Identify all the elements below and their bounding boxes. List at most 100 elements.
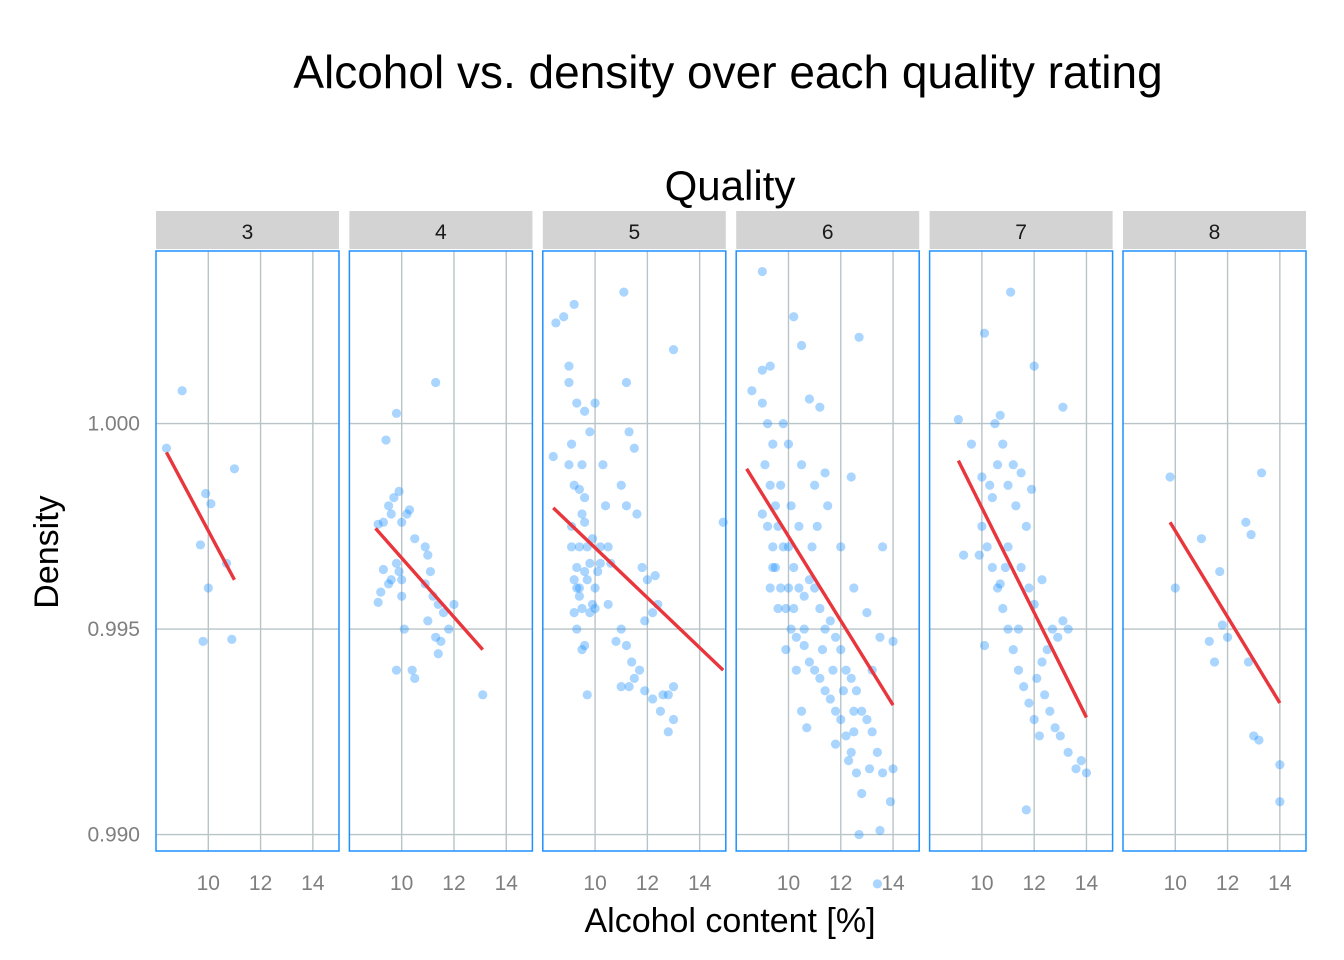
scatter-point	[1029, 361, 1039, 371]
scatter-point	[227, 634, 237, 644]
scatter-point	[1021, 521, 1031, 531]
scatter-point	[1003, 542, 1013, 552]
scatter-point	[425, 566, 436, 577]
scatter-point	[791, 665, 801, 675]
scatter-point	[958, 550, 969, 560]
scatter-point	[836, 714, 846, 725]
scatter-point	[642, 575, 652, 585]
scatter-point	[768, 439, 778, 449]
scatter-point	[410, 673, 420, 683]
scatter-point	[585, 558, 595, 568]
scatter-point	[1016, 468, 1026, 478]
scatter-point	[1013, 665, 1024, 675]
scatter-point	[786, 501, 796, 511]
scatter-point	[391, 665, 402, 675]
scatter-point	[810, 480, 820, 490]
scatter-point	[663, 727, 673, 737]
scatter-point	[982, 542, 992, 552]
scatter-point	[585, 608, 595, 618]
scatter-point	[1254, 735, 1264, 745]
scatter-point	[1063, 624, 1073, 634]
x-tick-label: 10	[1164, 872, 1187, 895]
x-tick-label: 14	[1075, 872, 1099, 895]
scatter-point	[655, 706, 666, 716]
scatter-point	[1003, 624, 1013, 634]
scatter-point	[878, 768, 888, 778]
scatter-point	[765, 361, 775, 371]
x-tick-label: 14	[688, 872, 712, 895]
scatter-point	[783, 583, 794, 593]
trend-line	[552, 506, 725, 672]
scatter-point	[979, 328, 990, 338]
scatter-point	[773, 603, 783, 614]
scatter-point	[857, 706, 867, 716]
scatter-point	[590, 398, 600, 408]
scatter-point	[791, 632, 801, 642]
facet-strip-label: 3	[242, 221, 254, 244]
scatter-point	[854, 332, 864, 342]
trend-line	[164, 451, 236, 581]
scatter-point	[762, 521, 773, 531]
chart-title: Alcohol vs. density over each quality ra…	[293, 46, 1162, 98]
scatter-point	[616, 624, 626, 634]
scatter-point	[820, 686, 830, 696]
scatter-point	[1042, 645, 1052, 655]
facet-panel-8: 8 10 12 14	[1122, 211, 1307, 895]
scatter-point	[846, 747, 856, 757]
scatter-point	[376, 587, 386, 597]
scatter-point	[373, 519, 383, 529]
facet-panel-6: 6 10 12 14	[735, 211, 920, 895]
scatter-point	[632, 509, 642, 519]
scatter-point	[979, 640, 990, 651]
scatter-point	[564, 377, 574, 388]
scatter-point	[619, 287, 629, 297]
scatter-point	[650, 571, 660, 581]
scatter-point	[449, 599, 459, 610]
x-tick-label: 10	[583, 872, 606, 895]
scatter-point	[854, 829, 864, 840]
scatter-point	[810, 665, 820, 675]
scatter-point	[825, 694, 835, 704]
facet-strip	[542, 211, 726, 249]
scatter-point	[851, 768, 862, 778]
scatter-point	[658, 690, 668, 700]
scatter-point	[1196, 534, 1207, 544]
facet-strip	[349, 211, 533, 249]
scatter-point	[1217, 620, 1227, 630]
scatter-point	[436, 636, 446, 647]
panel-border	[735, 250, 920, 852]
scatter-point	[849, 583, 859, 593]
scatter-point	[580, 517, 590, 527]
scatter-point	[663, 690, 673, 700]
scatter-point	[566, 542, 577, 552]
facet-title: Quality	[665, 162, 796, 209]
scatter-point	[776, 480, 786, 490]
scatter-point	[637, 562, 647, 573]
scatter-point	[574, 542, 585, 552]
scatter-point	[799, 640, 809, 651]
scatter-point	[1076, 755, 1086, 766]
scatter-point	[820, 468, 830, 478]
scatter-point	[757, 398, 767, 408]
trend-line	[745, 467, 895, 707]
scatter-point	[640, 616, 650, 626]
scatter-point	[799, 624, 809, 634]
scatter-point	[760, 460, 770, 470]
scatter-point	[1170, 583, 1180, 593]
y-axis-ticks: 0.990 0.995 1.000	[87, 413, 140, 847]
scatter-point	[864, 764, 875, 774]
scatter-point	[391, 408, 402, 418]
scatter-point	[998, 439, 1008, 449]
scatter-point	[799, 591, 809, 601]
scatter-point	[1204, 636, 1214, 647]
scatter-point	[1003, 480, 1013, 490]
scatter-point	[580, 406, 590, 416]
scatter-point	[757, 266, 767, 277]
scatter-point	[1013, 624, 1024, 634]
scatter-point	[846, 673, 856, 683]
scatter-point	[668, 714, 679, 725]
scatter-point	[1209, 657, 1220, 667]
scatter-point	[629, 443, 639, 453]
scatter-point	[1081, 768, 1092, 778]
scatter-point	[444, 624, 454, 634]
